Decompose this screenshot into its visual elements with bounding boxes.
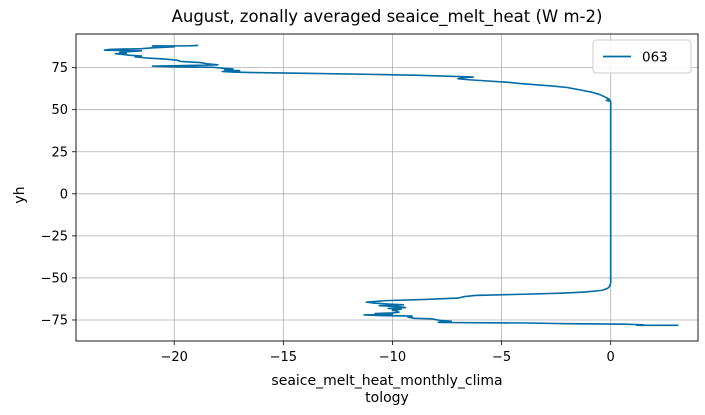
plot-frame (75, 33, 699, 342)
legend-frame (592, 39, 692, 74)
x-axis-label-line: tology (365, 390, 409, 406)
x-axis-label-line: seaice_melt_heat_monthly_clima (271, 373, 502, 389)
y-tick-label: 25 (51, 145, 68, 160)
y-tick-label: 0 (60, 187, 68, 202)
y-tick-label: −50 (41, 271, 68, 286)
chart-title: August, zonally averaged seaice_melt_hea… (172, 7, 603, 27)
series-layer (103, 44, 679, 327)
x-tick-label: −5 (492, 350, 511, 365)
x-tick-label: −20 (160, 350, 187, 365)
legend: 063 (592, 39, 692, 74)
series-line-063 (103, 44, 679, 327)
x-axis-ticks: −20 −15 −10 −5 0 (160, 341, 615, 365)
y-tick-label: 50 (51, 103, 68, 118)
y-tick-label: 75 (51, 61, 68, 76)
y-tick-label: −25 (41, 229, 68, 244)
x-axis-label: seaice_melt_heat_monthly_clima tology (271, 373, 502, 406)
y-axis-label: yh (12, 186, 28, 203)
grid (76, 34, 698, 341)
y-tick-label: −75 (41, 313, 68, 328)
x-tick-label: 0 (607, 350, 615, 365)
x-tick-label: −10 (379, 350, 406, 365)
legend-label: 063 (642, 50, 668, 66)
y-axis-ticks: −75 −50 −25 0 25 50 75 (41, 61, 76, 328)
x-tick-label: −15 (270, 350, 297, 365)
